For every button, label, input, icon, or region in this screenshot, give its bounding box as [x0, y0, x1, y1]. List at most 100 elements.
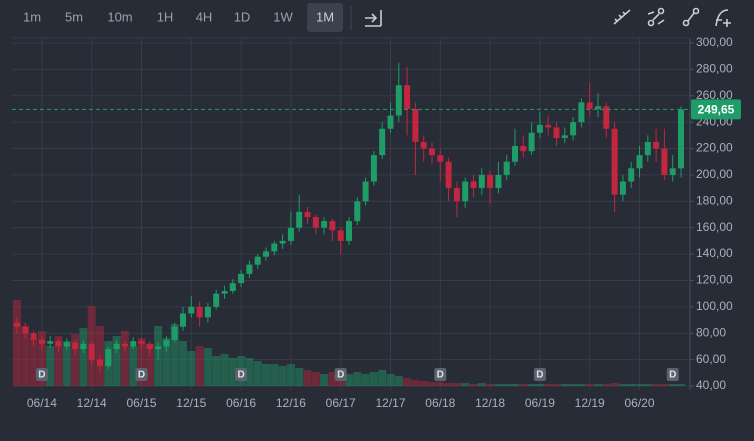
candle-body: [296, 211, 303, 228]
candle-body: [512, 145, 518, 162]
candle-body: [370, 155, 377, 182]
volume-bar: [544, 384, 553, 386]
interval-button[interactable]: 1D: [234, 9, 251, 24]
volume-bar: [643, 384, 652, 386]
y-tick-label: 100,00: [696, 299, 733, 313]
candle-body: [669, 168, 676, 175]
x-tick-label: 06/18: [425, 396, 455, 410]
x-tick-label: 12/15: [176, 396, 206, 410]
candle-body: [304, 211, 311, 218]
candle-body: [105, 349, 112, 367]
candle-body: [138, 341, 145, 344]
candle-body: [379, 128, 386, 156]
volume-bar: [212, 356, 221, 386]
interval-button[interactable]: 4H: [196, 9, 213, 24]
volume-bar: [577, 384, 586, 386]
volume-bar: [129, 346, 138, 386]
candle-body: [412, 108, 419, 142]
candle-body: [445, 161, 452, 189]
candle-body: [661, 148, 668, 175]
volume-bar: [220, 354, 229, 386]
dividend-marker: [334, 368, 347, 381]
volume-bar: [610, 383, 619, 386]
candle-body: [462, 181, 469, 202]
volume-bar: [560, 384, 569, 386]
candle-body: [204, 306, 211, 318]
volume-bar: [602, 384, 611, 386]
y-tick-label: 60,00: [696, 352, 726, 366]
y-tick-label: 120,00: [696, 273, 733, 287]
candle-body: [595, 106, 601, 109]
volume-bar: [469, 384, 478, 386]
y-tick-label: 260,00: [696, 88, 733, 102]
candle-body: [14, 322, 20, 327]
volume-bar: [552, 384, 561, 386]
candle-body: [420, 141, 427, 149]
y-tick-label: 220,00: [696, 141, 733, 155]
candle-body: [470, 181, 477, 189]
interval-button[interactable]: 1W: [273, 9, 293, 24]
dividend-label: D: [138, 370, 145, 381]
volume-bar: [486, 384, 495, 386]
volume-bar: [419, 381, 428, 386]
candle-body: [487, 174, 494, 189]
volume-bar: [452, 383, 461, 386]
volume-bar: [668, 384, 677, 386]
candle-body: [321, 221, 328, 228]
volume-bar: [195, 346, 204, 386]
volume-bar: [179, 341, 187, 386]
candle-body: [653, 141, 660, 149]
volume-bar: [320, 374, 329, 386]
volume-bar: [187, 351, 196, 386]
interval-button[interactable]: 1m: [23, 9, 41, 24]
y-tick-label: 180,00: [696, 193, 733, 207]
interval-button[interactable]: 1H: [157, 9, 174, 24]
interval-button[interactable]: 10m: [107, 9, 132, 24]
candle-body: [495, 174, 502, 189]
candle-body: [30, 333, 37, 340]
volume-bar: [21, 326, 30, 386]
volume-bar: [120, 331, 129, 386]
candle-body: [628, 168, 635, 182]
volume-bar: [54, 336, 63, 386]
candle-body: [171, 326, 178, 340]
interval-button[interactable]: 1M: [316, 9, 334, 24]
volume-bar: [278, 366, 287, 386]
drawing-tools[interactable]: [613, 7, 731, 28]
volume-bar: [660, 384, 669, 386]
x-tick-label: 06/20: [624, 396, 654, 410]
volume-bar: [436, 382, 445, 386]
x-tick-label: 12/17: [375, 396, 405, 410]
candle-body: [346, 221, 352, 241]
candle-body: [221, 291, 228, 294]
y-tick-label: 40,00: [696, 378, 726, 392]
go-to-end-icon[interactable]: [365, 10, 382, 27]
dividend-marker: [434, 368, 447, 381]
dividend-marker: [35, 368, 48, 381]
last-price-label: 249,65: [698, 103, 735, 117]
volume-bar: [585, 384, 594, 386]
candle-body: [163, 339, 170, 347]
candle-body: [88, 343, 95, 360]
candle-body: [238, 273, 245, 284]
candle-body: [611, 128, 618, 195]
candle-body: [429, 148, 435, 156]
x-tick-label: 06/14: [27, 396, 57, 410]
candle-body: [644, 141, 651, 156]
volume-bar: [37, 331, 46, 386]
interval-button[interactable]: 5m: [65, 9, 83, 24]
dividend-label: D: [669, 370, 676, 381]
volume-bar: [428, 382, 436, 386]
candle-body: [404, 85, 411, 109]
x-tick-label: 06/17: [326, 396, 356, 410]
volume-bar: [652, 384, 661, 386]
volume-bar: [286, 364, 295, 386]
candle-body: [55, 341, 62, 347]
candle-body: [146, 343, 153, 350]
volume-bar: [386, 374, 395, 386]
dividend-marker: [666, 368, 679, 381]
volume-bar: [311, 372, 320, 386]
